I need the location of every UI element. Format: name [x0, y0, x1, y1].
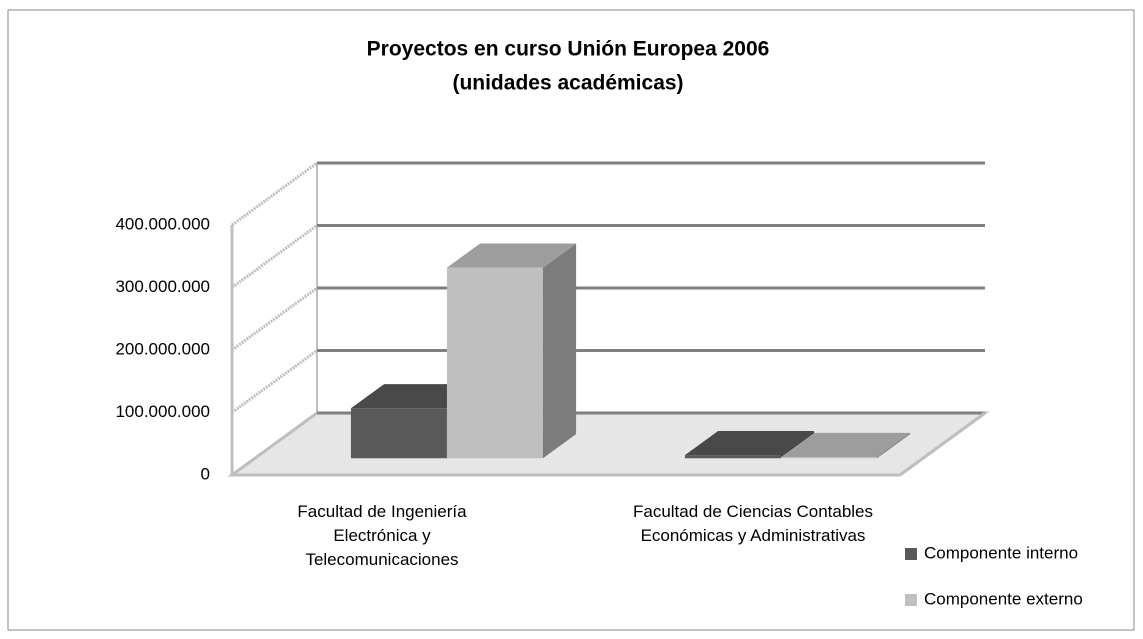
bar-front — [780, 457, 877, 459]
grid-line — [231, 161, 318, 227]
legend-swatch — [905, 594, 917, 606]
grid-line — [231, 286, 318, 352]
bar-side — [542, 243, 577, 459]
grid-line — [899, 411, 986, 477]
bar-top — [780, 432, 911, 458]
y-tick-label: 300.000.000 — [115, 277, 210, 296]
bar-top — [446, 243, 577, 268]
grid-line — [231, 349, 318, 414]
grid-line — [231, 224, 318, 289]
chart-subtitle: (unidades académicas) — [452, 72, 683, 95]
legend-swatch — [905, 548, 917, 560]
bar-side — [876, 432, 911, 459]
bar-front — [684, 455, 781, 459]
bar-top — [684, 430, 815, 456]
legend-label: Componente interno — [924, 543, 1078, 562]
chart-title: Proyectos en curso Unión Europea 2006 — [367, 38, 770, 61]
grid-line — [231, 411, 318, 477]
y-tick-label: 400.000.000 — [115, 214, 210, 233]
bar-front — [446, 267, 543, 459]
bar-front — [350, 408, 447, 459]
y-tick-label: 200.000.000 — [115, 339, 210, 358]
legend-label: Componente externo — [924, 589, 1083, 608]
y-tick-label: 0 — [201, 464, 210, 483]
x-tick-label: Facultad de Ingeniería Electrónica y Tel… — [297, 502, 467, 569]
x-tick-label: Facultad de Ciencias Contables Económica… — [632, 502, 874, 545]
y-tick-label: 100.000.000 — [115, 402, 210, 421]
